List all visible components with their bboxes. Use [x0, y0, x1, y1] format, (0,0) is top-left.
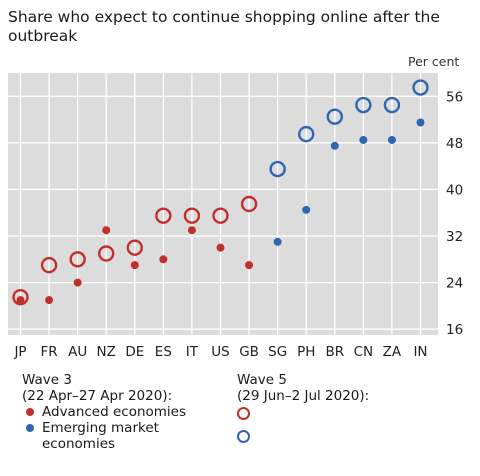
y-tick-label: 56: [446, 89, 463, 105]
dot-marker-AU: [73, 278, 82, 287]
advanced-dot-marker: [26, 408, 34, 416]
ring-marker-ES: [155, 207, 172, 224]
ring-marker-CN: [355, 96, 372, 114]
ring-marker-IT: [183, 207, 201, 224]
ring-marker-SG: [269, 160, 286, 178]
ring-marker-PH: [298, 125, 315, 143]
dot-marker-PH: [302, 205, 311, 214]
ring-marker-GB: [240, 195, 258, 213]
emerging-ring-marker: [237, 430, 250, 443]
legend-wave5: Wave 5 (29 Jun–2 Jul 2020):: [237, 372, 369, 447]
y-tick-label: 24: [446, 276, 463, 292]
x-tick-label: CN: [354, 344, 374, 360]
legend-wave3-dates: (22 Apr–27 Apr 2020):: [22, 388, 173, 404]
ring-marker-IN: [412, 79, 429, 96]
y-tick-label: 16: [446, 322, 463, 338]
unit-label: Per cent: [408, 54, 460, 69]
dot-marker-IT: [187, 226, 196, 235]
dot-marker-ES: [159, 255, 168, 264]
ring-marker-US: [212, 207, 229, 224]
legend-advanced-ring-row: [237, 404, 369, 425]
legend-emerging: Emerging market economies: [22, 420, 186, 452]
legend-emerging-ring-row: [237, 425, 369, 447]
y-tick-label: 40: [446, 182, 463, 198]
dot-marker-NZ: [102, 226, 111, 235]
dot-marker-DE: [130, 261, 139, 270]
legend-advanced-label: Advanced economies: [42, 404, 187, 420]
ring-marker-BR: [326, 108, 343, 125]
x-tick-label: FR: [40, 344, 57, 360]
dot-marker-FR: [45, 296, 54, 305]
dot-marker-CN: [359, 135, 368, 144]
y-tick-label: 48: [446, 136, 463, 152]
legend-wave3-title: Wave 3: [22, 372, 72, 388]
legend-advanced: Advanced economies: [22, 404, 186, 420]
y-tick-label: 32: [446, 229, 463, 245]
dot-marker-IN: [416, 118, 425, 127]
x-tick-label: JP: [13, 344, 26, 360]
dot-marker-ZA: [387, 135, 396, 144]
ring-marker-AU: [69, 251, 86, 268]
x-tick-label: SG: [268, 344, 287, 360]
dot-marker-BR: [330, 141, 339, 150]
legend-emerging-label-2: economies: [42, 436, 116, 452]
dot-marker-JP: [16, 296, 25, 305]
ring-marker-DE: [126, 239, 143, 256]
x-tick-label: BR: [325, 344, 344, 360]
legend-wave5-title: Wave 5: [237, 372, 287, 388]
ring-marker-JP: [12, 288, 29, 306]
dot-marker-US: [216, 243, 225, 252]
x-tick-label: PH: [297, 344, 315, 360]
x-tick-label: NZ: [97, 344, 116, 360]
advanced-ring-marker: [237, 407, 250, 420]
dot-marker-GB: [245, 261, 254, 270]
ring-marker-FR: [40, 256, 58, 274]
x-tick-label: US: [211, 344, 229, 360]
legend-wave3: Wave 3 (22 Apr–27 Apr 2020): Advanced ec…: [22, 372, 186, 452]
x-tick-label: IT: [186, 344, 199, 360]
x-tick-label: DE: [125, 344, 144, 360]
x-tick-label: ES: [155, 344, 172, 360]
x-tick-label: IN: [413, 344, 427, 360]
x-tick-label: GB: [239, 344, 259, 360]
ring-marker-NZ: [98, 245, 115, 262]
legend-emerging-label-1: Emerging market: [42, 420, 159, 436]
plot-area: [8, 73, 438, 335]
x-tick-label: ZA: [383, 344, 402, 360]
emerging-dot-marker: [26, 424, 34, 432]
x-tick-label: AU: [68, 344, 87, 360]
dot-marker-SG: [273, 237, 282, 246]
ring-marker-ZA: [383, 96, 401, 114]
chart-title: Share who expect to continue shopping on…: [8, 8, 440, 45]
legend-wave5-dates: (29 Jun–2 Jul 2020):: [237, 388, 370, 404]
